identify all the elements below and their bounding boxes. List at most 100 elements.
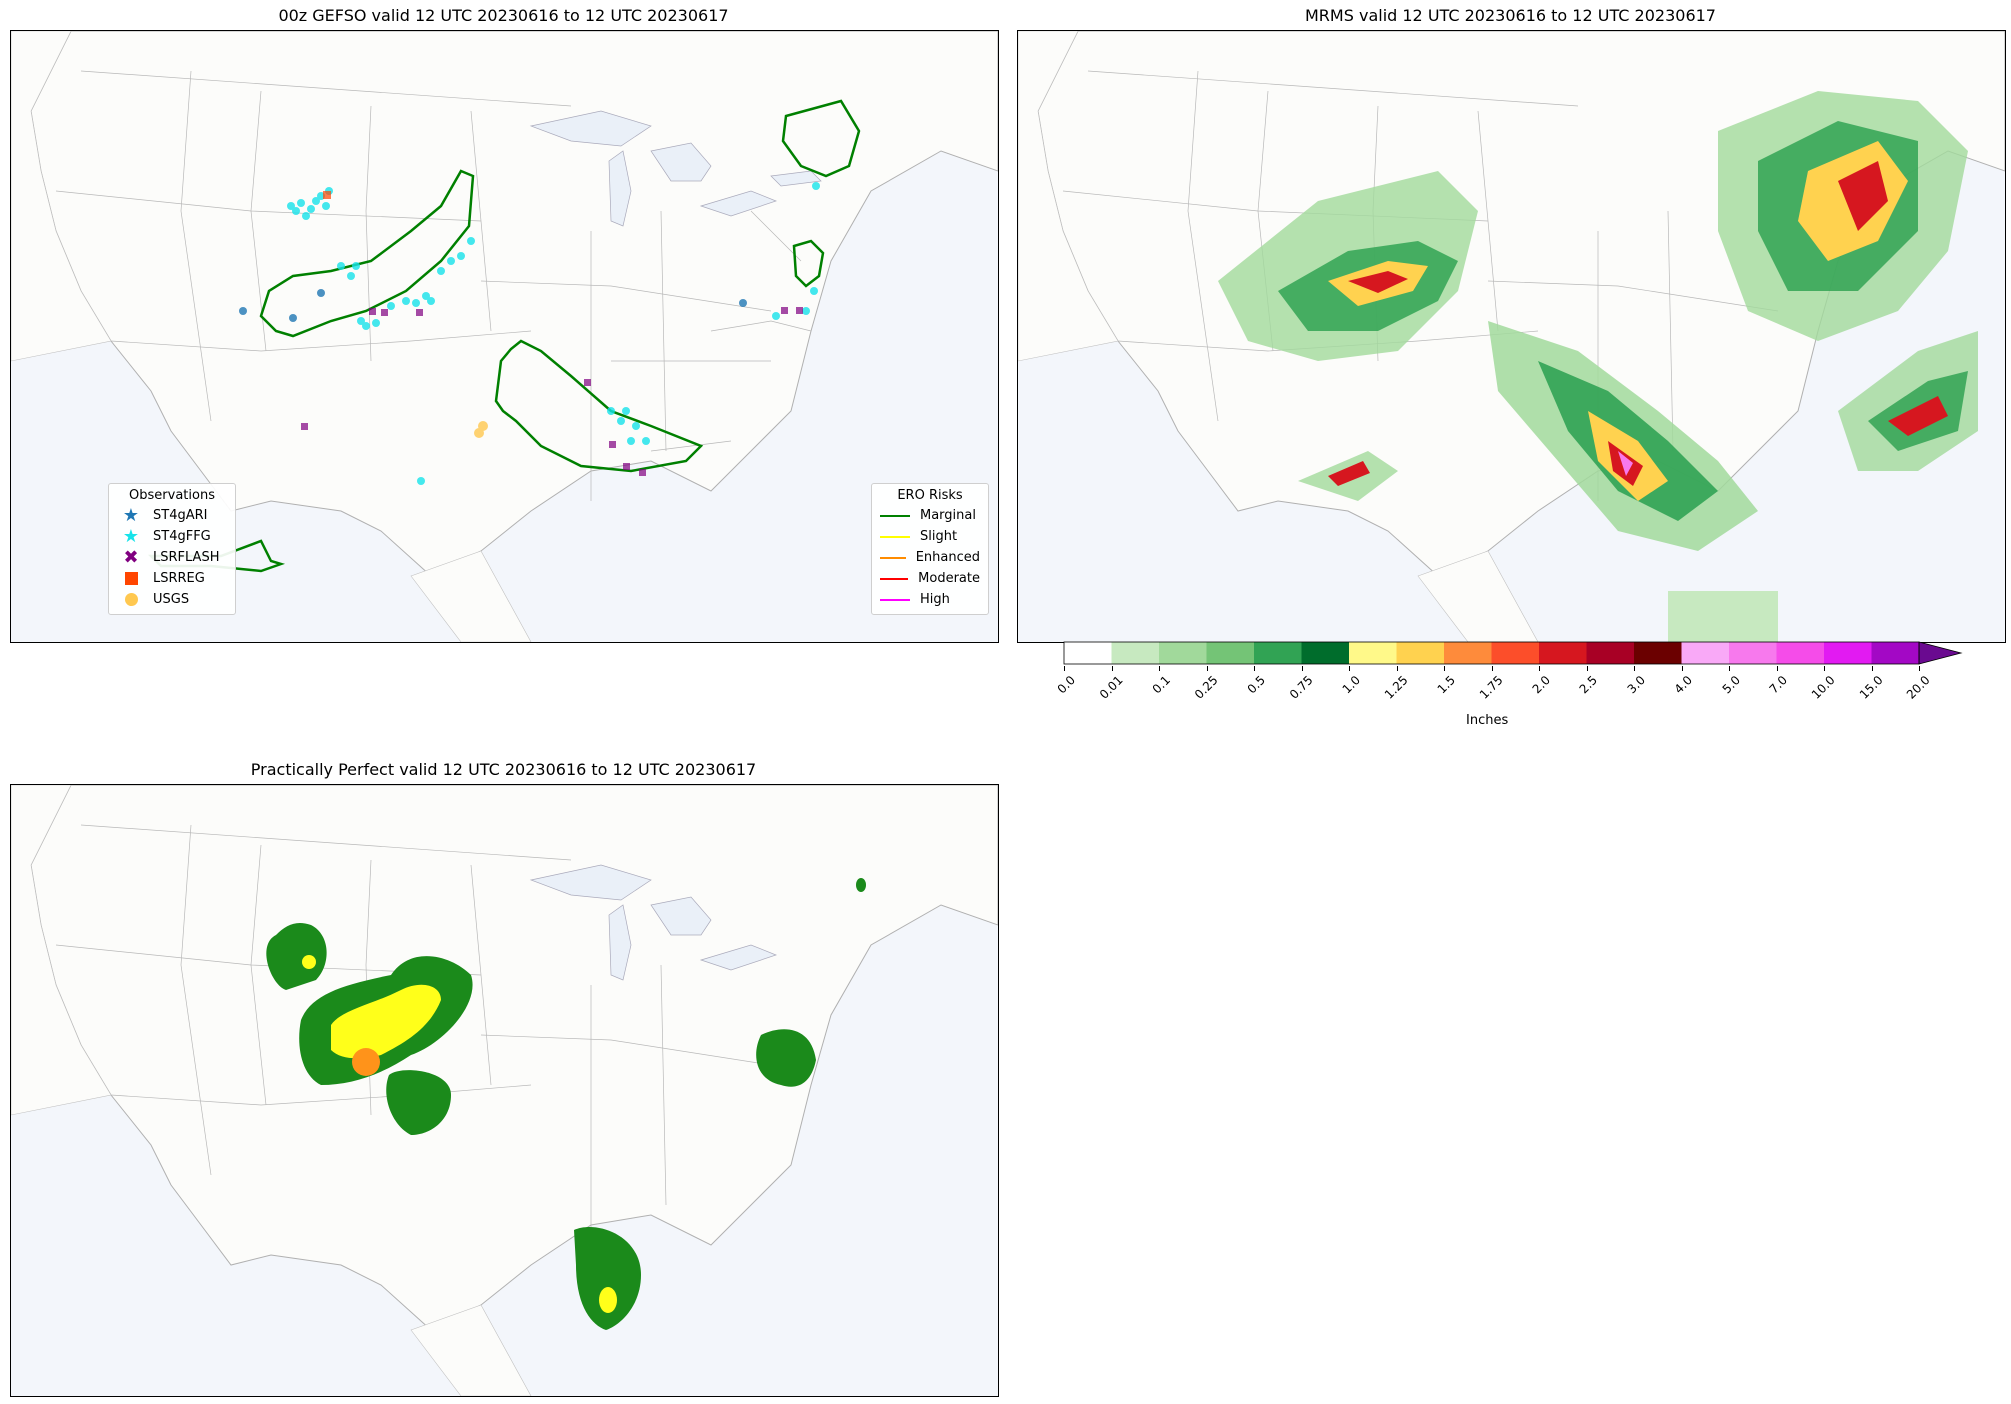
colorbar-tick-label: 1.25 — [1381, 673, 1411, 702]
legend-label: High — [920, 592, 950, 607]
circle-icon — [117, 592, 145, 608]
colorbar-tick-label: 1.75 — [1476, 673, 1506, 702]
colorbar-tick-mark — [1206, 666, 1208, 671]
lsrflash-markers — [301, 307, 803, 476]
colorbar-bin — [1491, 642, 1539, 664]
colorbar-tick-mark — [1634, 666, 1635, 671]
state-borders — [55, 824, 772, 1255]
precip-field — [1218, 91, 1978, 642]
line-swatch — [880, 598, 910, 601]
legend-label: Moderate — [918, 571, 980, 586]
pp-map[interactable] — [10, 784, 999, 1397]
colorbar-tick-label: 1.5 — [1434, 673, 1458, 697]
colorbar-bin — [1776, 642, 1824, 664]
colorbar-bin — [1871, 642, 1919, 664]
line-swatch — [880, 556, 906, 559]
colorbar-tick-label: 20.0 — [1904, 673, 1933, 702]
colorbar-bin — [1254, 642, 1302, 664]
legend-item-lsrflash: ✖ LSRFLASH — [117, 547, 227, 568]
colorbar-bin — [1064, 642, 1112, 664]
x-icon: ✖ — [123, 547, 139, 568]
ero-contour-midatlantic — [792, 239, 825, 288]
colorbar-bin — [1681, 642, 1729, 664]
legend-label: Slight — [920, 529, 958, 544]
state-borders — [55, 70, 812, 501]
gefso-title: 00z GEFSO valid 12 UTC 20230616 to 12 UT… — [278, 6, 729, 25]
legend-label: ST4gFFG — [153, 529, 211, 544]
colorbar-bin — [1539, 642, 1587, 664]
colorbar-tick-mark — [1729, 666, 1730, 671]
mrms-title: MRMS valid 12 UTC 20230616 to 12 UTC 202… — [1305, 6, 1716, 25]
colorbar-tick-mark — [1444, 666, 1445, 671]
colorbar-tick-label: 5.0 — [1719, 673, 1743, 697]
line-swatch — [880, 514, 910, 517]
legend-label: ST4gARI — [153, 508, 208, 523]
ero-contour-southeast — [494, 339, 704, 473]
ero-legend: ERO Risks Marginal Slight Enhanced Moder… — [871, 483, 989, 615]
mrms-map[interactable] — [1017, 30, 2006, 643]
star-icon: ★ — [122, 505, 140, 526]
legend-label: LSRFLASH — [153, 550, 220, 565]
st4gari-markers — [239, 289, 747, 322]
legend-label: Marginal — [920, 508, 976, 523]
gefso-map[interactable]: Observations ★ ST4gARI ★ ST4gFFG ✖ LSRFL… — [10, 30, 999, 643]
colorbar: 0.0 0.01 0.1 0.25 0.5 0.75 1.0 1.25 1.5 1.75 2.0 2.… — [1000, 640, 1980, 740]
colorbar-tick-mark — [1824, 666, 1825, 671]
colorbar-tick-mark — [1159, 666, 1160, 671]
colorbar-bin — [1111, 642, 1159, 664]
pp-title: Practically Perfect valid 12 UTC 2023061… — [250, 760, 757, 779]
legend-item-marginal: Marginal — [880, 505, 980, 526]
legend-item-st4gffg: ★ ST4gFFG — [117, 526, 227, 547]
legend-item-enhanced: Enhanced — [880, 547, 980, 568]
star-icon: ★ — [122, 526, 140, 547]
colorbar-tick-mark — [1871, 666, 1873, 671]
colorbar-tick-mark — [1064, 666, 1065, 671]
colorbar-tick-label: 0.25 — [1191, 673, 1221, 702]
colorbar-tick-label: 0.0 — [1054, 673, 1078, 697]
colorbar-tick-mark — [1396, 666, 1398, 671]
line-swatch — [880, 535, 910, 538]
colorbar-tick-mark — [1681, 666, 1683, 671]
lsrreg-markers — [323, 191, 331, 199]
colorbar-tick-label: 4.0 — [1671, 673, 1696, 697]
colorbar-bin — [1824, 642, 1872, 664]
colorbar-tick-mark — [1254, 666, 1255, 671]
legend-item-moderate: Moderate — [880, 568, 980, 589]
colorbar-tick-mark — [1919, 666, 1920, 671]
colorbar-tick-mark — [1301, 666, 1303, 671]
great-lakes — [529, 110, 822, 227]
colorbar-bin — [1396, 642, 1444, 664]
colorbar-extend-arrow — [1918, 641, 1963, 665]
colorbar-bin — [1634, 642, 1682, 664]
colorbar-tick-label: 0.5 — [1244, 673, 1268, 697]
observation-markers — [239, 182, 820, 485]
ero-contour-plains — [259, 169, 475, 338]
colorbar-tick-label: 3.0 — [1624, 673, 1648, 697]
colorbar-bin — [1301, 642, 1349, 664]
legend-item-slight: Slight — [880, 526, 980, 547]
colorbar-tick-mark — [1491, 666, 1493, 671]
ero-legend-title: ERO Risks — [897, 488, 963, 503]
basemap-land — [11, 31, 998, 642]
legend-item-lsrreg: LSRREG — [117, 568, 227, 589]
colorbar-tick-label: 2.5 — [1576, 673, 1601, 697]
colorbar-tick-label: 7.0 — [1766, 673, 1791, 697]
legend-item-st4gari: ★ ST4gARI — [117, 505, 227, 526]
st4gffg-markers — [287, 182, 820, 485]
observations-legend: Observations ★ ST4gARI ★ ST4gFFG ✖ LSRFL… — [108, 483, 236, 615]
colorbar-tick-label: 0.75 — [1286, 673, 1316, 702]
legend-label: LSRREG — [153, 571, 205, 586]
colorbar-tick-label: 15.0 — [1856, 673, 1886, 702]
colorbar-tick-label: 10.0 — [1809, 673, 1838, 702]
colorbar-bin — [1159, 642, 1207, 664]
colorbar-ticks: 0.0 0.01 0.1 0.25 0.5 0.75 1.0 1.25 1.5 1.75 2.0 2.… — [1000, 666, 1980, 726]
usgs-markers — [474, 421, 488, 438]
colorbar-unit-label: Inches — [1466, 713, 1509, 728]
colorbar-tick-mark — [1776, 666, 1778, 671]
square-icon — [117, 571, 145, 587]
pp-probability-field — [266, 878, 866, 1330]
colorbar-tick-label: 0.01 — [1096, 673, 1126, 702]
colorbar-svg — [1063, 641, 1963, 665]
colorbar-bin — [1206, 642, 1254, 664]
legend-item-usgs: USGS — [117, 589, 227, 610]
